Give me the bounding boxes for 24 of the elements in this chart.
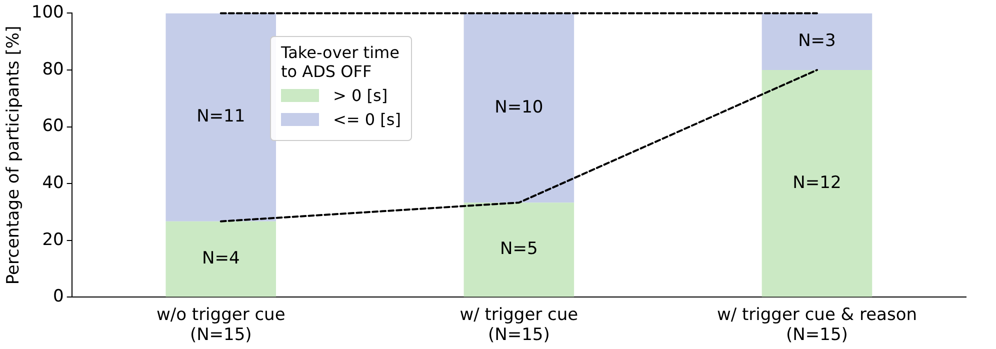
legend-label: <= 0 [s] [333, 110, 401, 129]
annotation: N=11 [196, 106, 246, 127]
annotation: N=3 [798, 31, 836, 52]
legend-label: > 0 [s] [333, 86, 388, 105]
bar [762, 70, 872, 297]
annotation: N=5 [500, 239, 538, 260]
bar [464, 202, 574, 297]
y-tick-label: 100 [31, 2, 64, 23]
legend-title: Take-over time to ADS OFF [281, 43, 400, 81]
x-tick-label: w/ trigger cue (N=15) [460, 304, 578, 346]
y-tick-label: 20 [42, 230, 64, 250]
y-tick-label: 0 [53, 286, 64, 307]
bar [762, 13, 872, 70]
x-tick-label: w/ trigger cue & reason (N=15) [716, 304, 917, 346]
bar [166, 221, 276, 297]
y-tick-label: 60 [42, 116, 64, 136]
y-axis-title: Percentage of participants [%] [4, 26, 24, 285]
x-tick-label: w/o trigger cue (N=15) [156, 304, 286, 346]
y-tick-label: 80 [42, 59, 64, 80]
bar [464, 13, 574, 203]
annotation: N=12 [792, 172, 842, 193]
annotation: N=10 [494, 97, 544, 118]
annotation: N=4 [202, 248, 240, 268]
y-tick-label: 40 [42, 173, 64, 194]
